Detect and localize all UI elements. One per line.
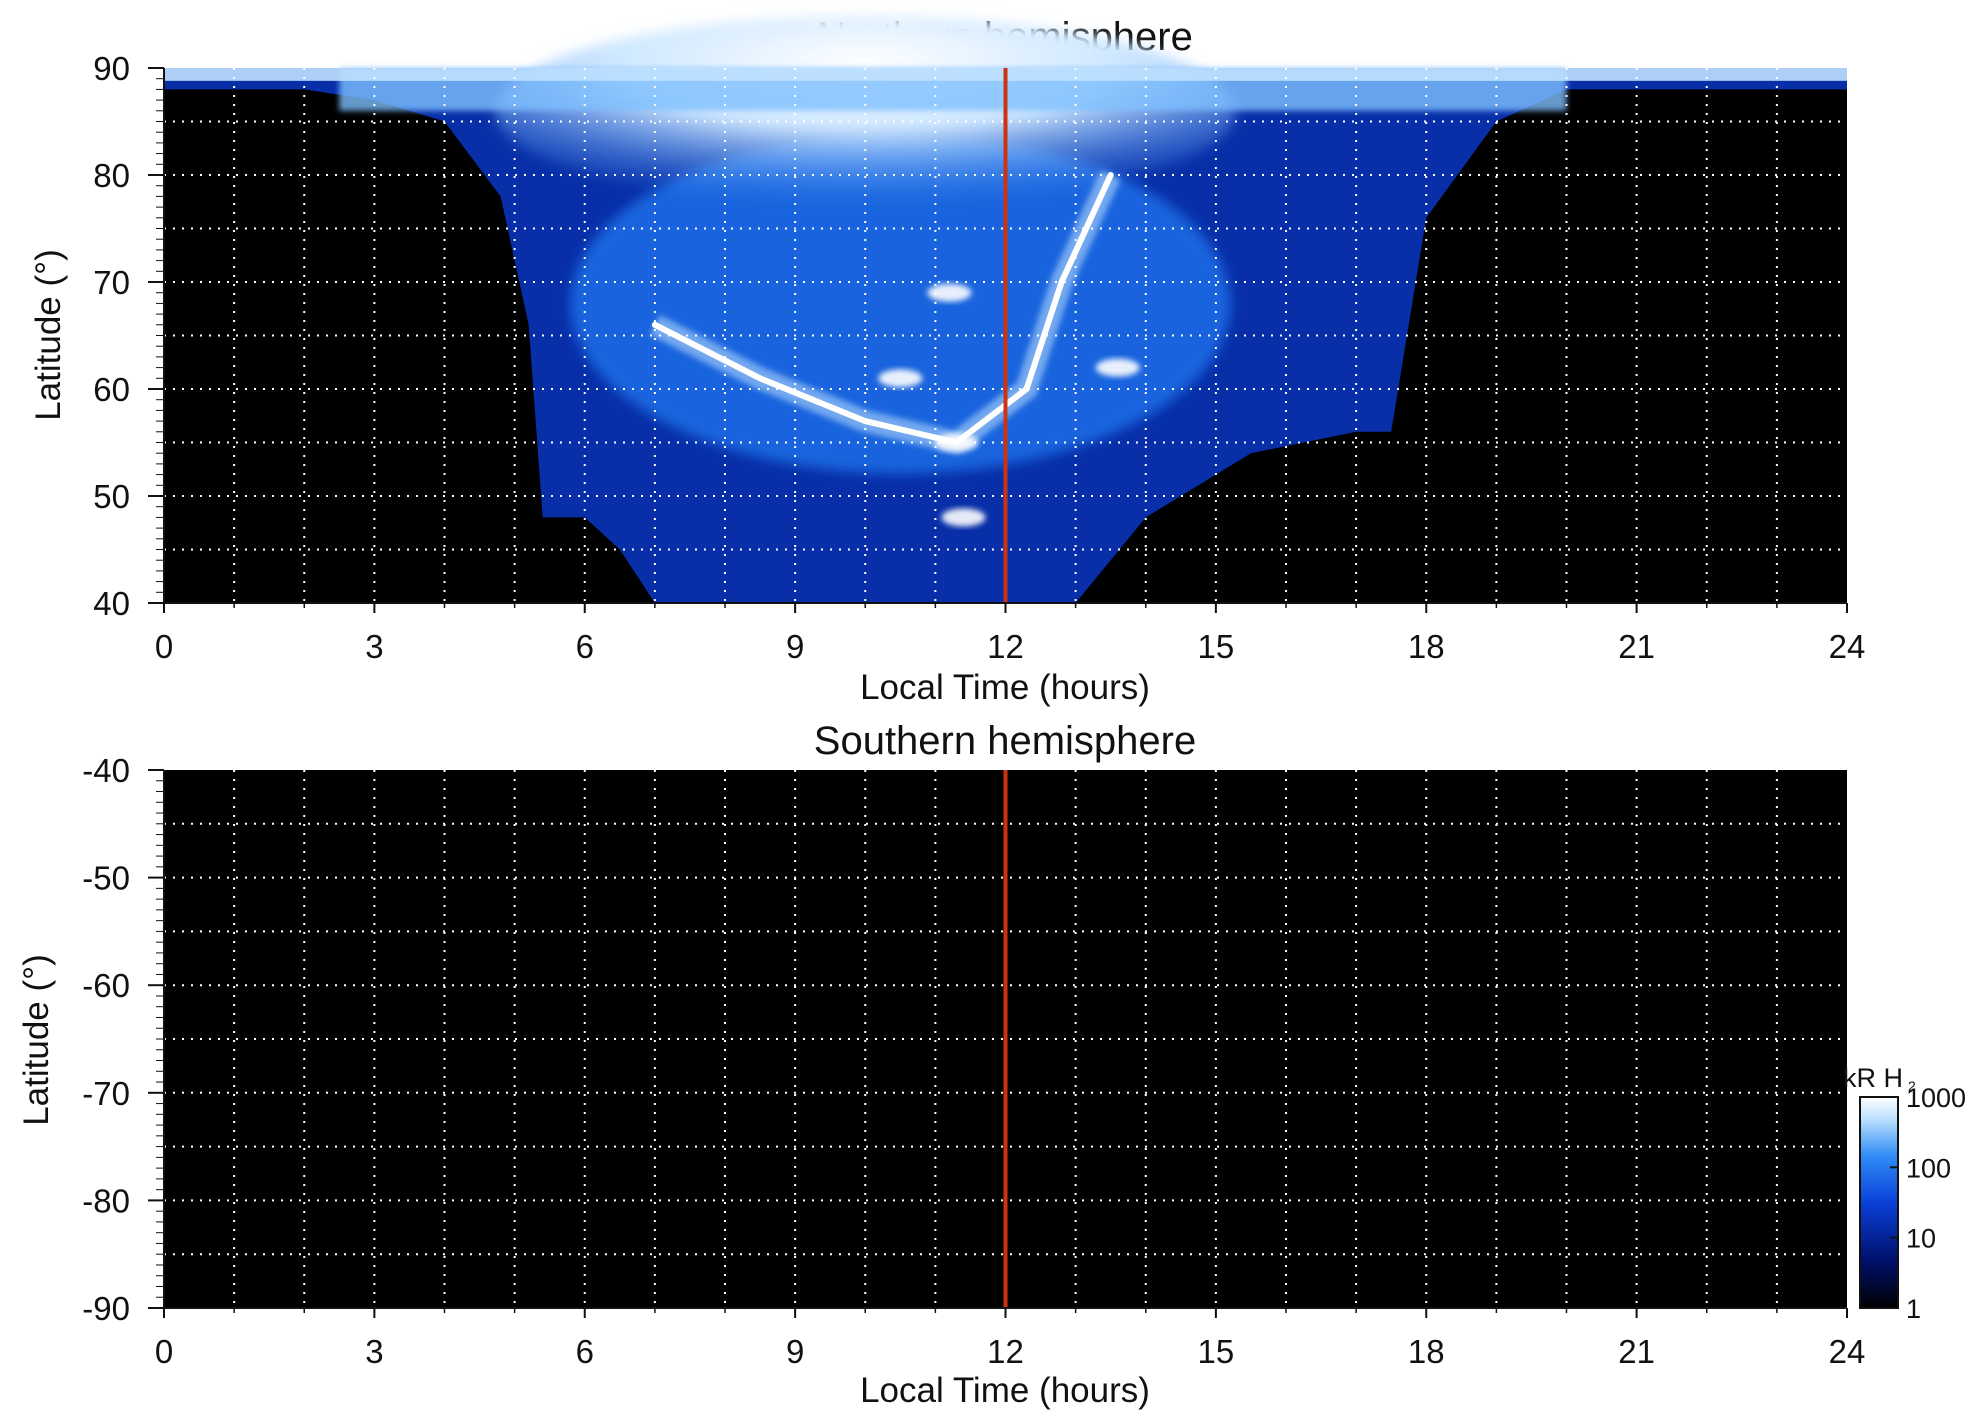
x-tick-label: 21 bbox=[1618, 1333, 1655, 1370]
x-tick-label: 18 bbox=[1408, 1333, 1445, 1370]
y-tick-label: -90 bbox=[82, 1290, 130, 1327]
y-tick-label: 60 bbox=[93, 371, 130, 408]
north-grid bbox=[164, 68, 1847, 603]
x-tick-label: 9 bbox=[786, 628, 804, 665]
y-tick-label: -80 bbox=[82, 1182, 130, 1219]
y-tick-label: 50 bbox=[93, 478, 130, 515]
colorbar-ticks: 1000 100 10 1 bbox=[1890, 1083, 1966, 1324]
x-tick-label: 3 bbox=[365, 1333, 383, 1370]
south-xlabel: Local Time (hours) bbox=[860, 1371, 1150, 1410]
x-tick-label: 0 bbox=[155, 1333, 173, 1370]
south-grid bbox=[164, 770, 1847, 1308]
panel-south: Southern hemisphere 0 3 6 9 12 15 18 21 24 -40 -50… bbox=[17, 719, 1865, 1410]
panel-north: Northern hemisphere 03691215182124405060… bbox=[29, 15, 1865, 707]
bright-spot bbox=[941, 508, 986, 527]
bright-spot bbox=[1095, 358, 1140, 377]
x-tick-label: 15 bbox=[1198, 628, 1235, 665]
colorbar-unit: kR H bbox=[1843, 1063, 1903, 1093]
y-tick-label: -70 bbox=[82, 1075, 130, 1112]
north-axes: 0 3 6 9 12 15 18 21 24 40 50 60 70 80 90 bbox=[93, 50, 1865, 665]
colorbar: kR H 2 1000 100 10 1 bbox=[1843, 1063, 1966, 1324]
north-xlabel: Local Time (hours) bbox=[860, 668, 1150, 707]
x-tick-label: 0 bbox=[155, 628, 173, 665]
x-tick-label: 12 bbox=[987, 628, 1024, 665]
south-axes: 0 3 6 9 12 15 18 21 24 -40 -50 -60 -70 -80 -90 bbox=[82, 752, 1865, 1370]
x-tick-label: 24 bbox=[1829, 628, 1866, 665]
colorbar-unit-subscript: 2 bbox=[1908, 1078, 1916, 1094]
x-tick-label: 18 bbox=[1408, 628, 1445, 665]
x-tick-label: 6 bbox=[576, 628, 594, 665]
north-ylabel: Latitude (°) bbox=[29, 249, 68, 421]
bright-spot bbox=[878, 369, 923, 388]
y-tick-label: -50 bbox=[82, 860, 130, 897]
bright-spot bbox=[927, 283, 972, 302]
colorbar-tick-label: 10 bbox=[1906, 1224, 1936, 1254]
y-tick-label: 90 bbox=[93, 50, 130, 87]
colorbar-gradient bbox=[1859, 1096, 1899, 1309]
x-tick-label: 9 bbox=[786, 1333, 804, 1370]
x-tick-label: 12 bbox=[987, 1333, 1024, 1370]
x-tick-label: 24 bbox=[1829, 1333, 1866, 1370]
y-tick-label: 70 bbox=[93, 264, 130, 301]
south-ylabel: Latitude (°) bbox=[17, 954, 56, 1126]
colorbar-tick-label: 1000 bbox=[1906, 1083, 1966, 1113]
y-tick-label: -60 bbox=[82, 967, 130, 1004]
y-tick-label: -40 bbox=[82, 752, 130, 789]
colorbar-tick-label: 1 bbox=[1906, 1294, 1921, 1324]
south-title: Southern hemisphere bbox=[814, 719, 1196, 763]
x-tick-label: 21 bbox=[1618, 628, 1655, 665]
x-tick-label: 15 bbox=[1198, 1333, 1235, 1370]
x-tick-label: 3 bbox=[365, 628, 383, 665]
colorbar-tick-label: 100 bbox=[1906, 1153, 1951, 1183]
y-tick-label: 40 bbox=[93, 585, 130, 622]
y-tick-label: 80 bbox=[93, 157, 130, 194]
x-tick-label: 6 bbox=[576, 1333, 594, 1370]
